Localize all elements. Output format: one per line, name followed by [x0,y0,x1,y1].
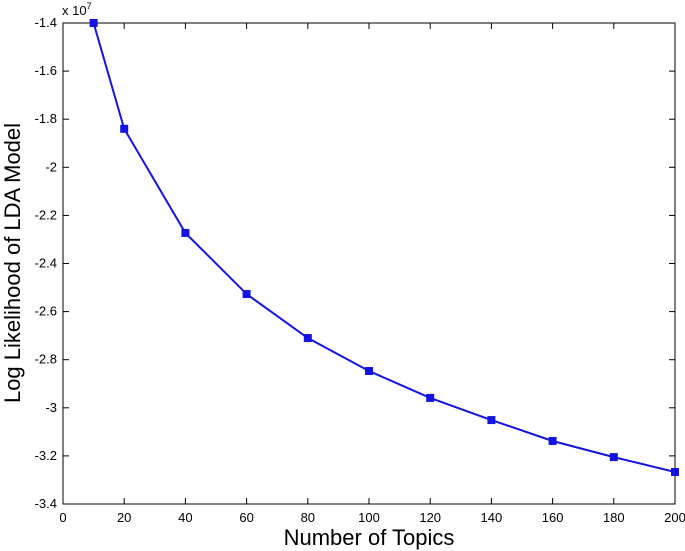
x-tick-label: 160 [542,510,564,525]
point-marker [487,416,496,425]
x-tick-label: 200 [664,510,685,525]
x-tick-label: 180 [603,510,625,525]
x-axis-label: Number of Topics [284,525,455,550]
x-tick-label: 100 [358,510,380,525]
y-tick-label: -3 [45,400,57,415]
y-tick-label: -2.8 [35,352,57,367]
point-marker [365,367,373,376]
y-multiplier-exponent: 7 [87,1,92,11]
y-tick-label: -2.4 [35,256,57,271]
plot-frame [62,22,676,505]
y-tick-label: -3.4 [35,496,57,511]
x-tick-label: 0 [59,510,66,525]
point-marker [303,334,312,343]
y-tick-label: -2.6 [35,304,57,319]
point-marker [181,228,190,237]
y-multiplier: x 107 [62,1,92,18]
point-marker [609,453,618,462]
y-tick-label: -1.6 [35,63,57,78]
point-marker [426,393,435,402]
y-tick-label: -1.8 [35,111,57,126]
point-marker [120,124,129,133]
x-tick-label: 140 [481,510,503,525]
point-marker [89,19,98,27]
series-line [92,22,676,473]
x-tick-label: 120 [419,510,441,525]
point-marker [242,290,251,299]
x-tick-label: 20 [117,510,131,525]
y-axis-label: Log Likelihood of LDA Model [0,123,25,403]
y-multiplier-base: x 10 [62,3,87,18]
x-tick-label: 80 [301,510,315,525]
point-marker [671,468,679,477]
point-marker [548,436,557,445]
y-tick-label: -2 [45,159,57,174]
y-tick-label: -3.2 [35,448,57,463]
y-tick-label: -1.4 [35,15,57,30]
x-tick-label: 40 [178,510,192,525]
y-tick-label: -2.2 [35,207,57,222]
x-tick-label: 60 [239,510,253,525]
